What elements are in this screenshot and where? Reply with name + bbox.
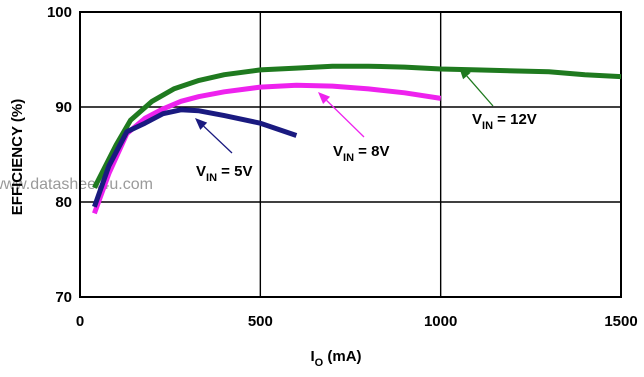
series-labels: VIN = 12V VIN = 8V VIN = 5V [195, 67, 537, 184]
series-line-5v [92, 107, 298, 208]
series-label-8v: VIN = 8V [318, 92, 389, 164]
series-label-text-8v: VIN = 8V [333, 143, 389, 164]
series-label-text-12v: VIN = 12V [472, 111, 537, 132]
series-line-12v [92, 63, 622, 189]
tick-labels: 0 500 1000 1500 70 80 90 100 [47, 4, 638, 330]
arrow-12v [466, 75, 494, 107]
arrowhead-5v [195, 118, 208, 130]
x-tick-label: 1500 [604, 313, 637, 330]
arrow-5v [203, 125, 233, 154]
arrowhead-12v [459, 67, 471, 80]
arrowhead-8v [318, 92, 331, 104]
series-label-text-5v: VIN = 5V [196, 163, 252, 184]
y-tick-label: 90 [55, 99, 72, 116]
x-axis-title: IO (mA) [310, 348, 361, 369]
series-layer [92, 63, 622, 215]
arrow-8v [326, 99, 365, 138]
y-tick-label: 80 [55, 194, 72, 211]
watermark: www.datasheet4u.com [0, 176, 153, 193]
grid [79, 11, 622, 298]
x-tick-label: 0 [76, 313, 84, 330]
y-tick-label: 100 [47, 4, 72, 21]
series-label-12v: VIN = 12V [459, 67, 537, 132]
series-label-5v: VIN = 5V [195, 118, 252, 184]
x-tick-label: 500 [248, 313, 273, 330]
y-tick-label: 70 [55, 289, 72, 306]
plot-frame [79, 11, 622, 298]
x-tick-label: 1000 [424, 313, 457, 330]
y-axis-title: EFFICIENCY (%) [9, 99, 26, 215]
